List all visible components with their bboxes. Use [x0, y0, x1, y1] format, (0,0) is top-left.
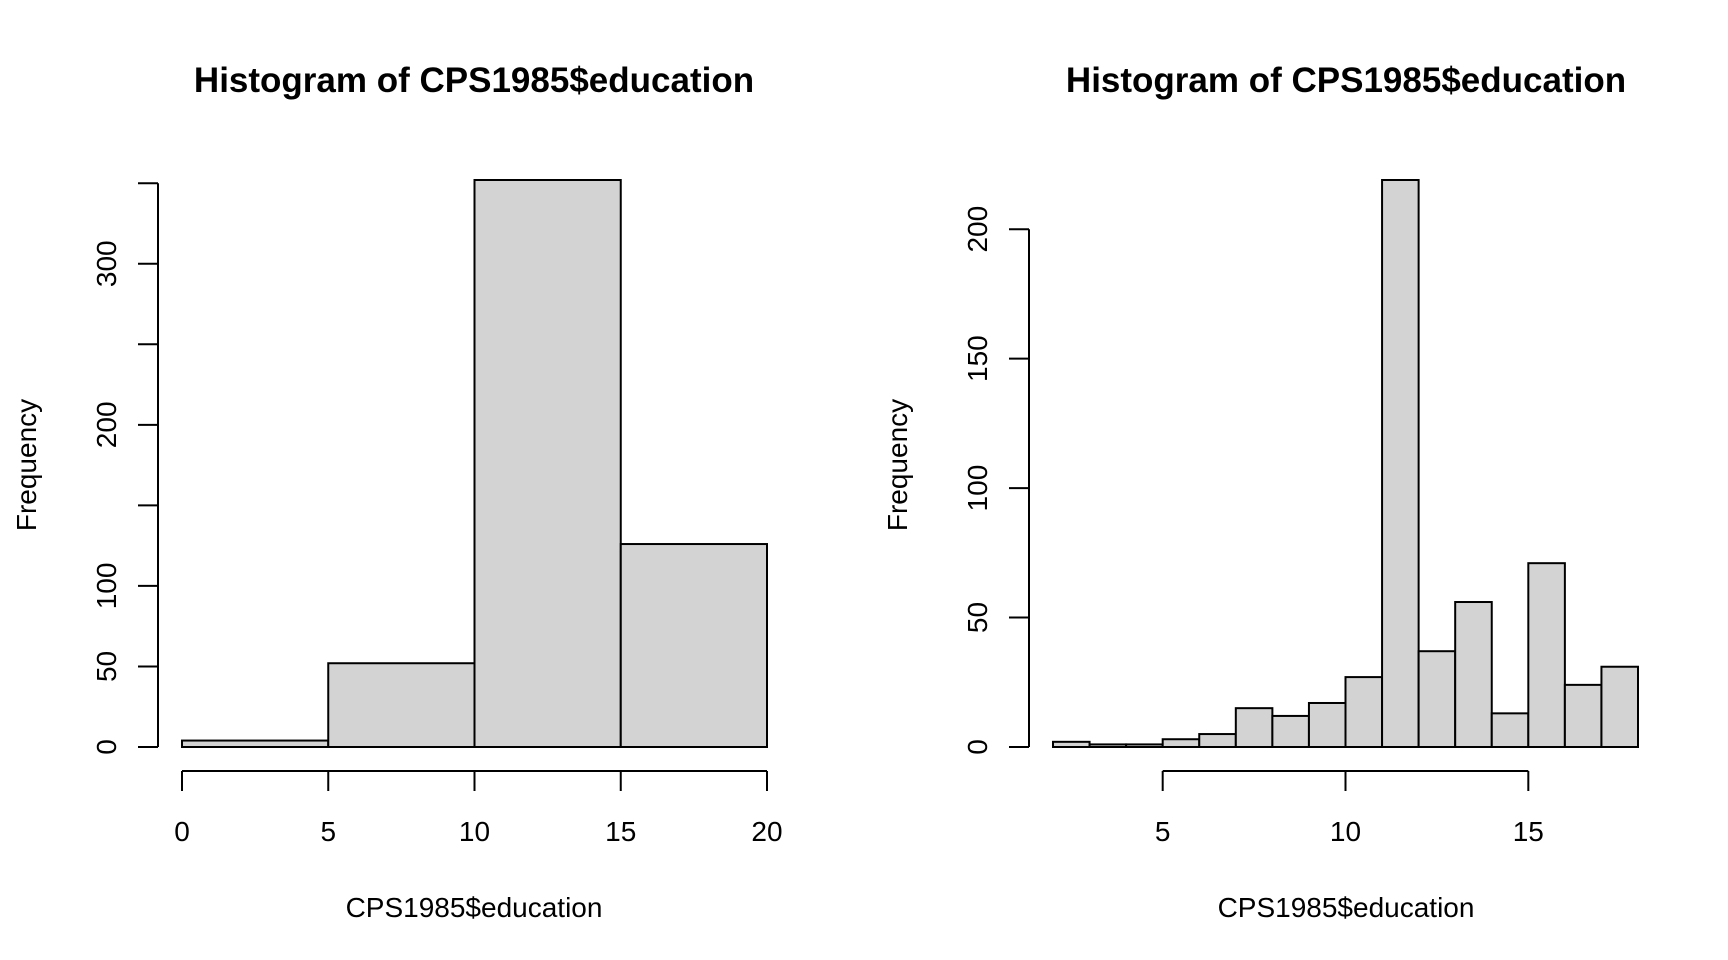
histogram-bar [1088, 743, 1128, 748]
x-tick-label: 10 [1330, 816, 1361, 847]
histogram-bar [1271, 714, 1310, 749]
y-tick-label: 50 [962, 602, 993, 633]
x-tick-label: 20 [751, 816, 782, 847]
chart-title: Histogram of CPS1985$education [1066, 61, 1626, 100]
histogram-bar [1527, 562, 1566, 749]
histogram-bar [1234, 707, 1274, 748]
histogram-bar [1600, 665, 1639, 749]
y-tick-label: 100 [91, 563, 122, 610]
histogram-bar [1125, 743, 1164, 748]
y-axis-label: Frequency [11, 399, 42, 531]
histogram-bar [473, 179, 622, 748]
x-axis: 5 10 15 [1155, 770, 1544, 847]
y-tick-label: 50 [91, 651, 122, 682]
x-tick-label: 0 [174, 816, 190, 847]
y-tick-label: 150 [962, 335, 993, 382]
y-tick-label: 0 [91, 739, 122, 755]
histogram-bar [1052, 740, 1091, 748]
chart-title: Histogram of CPS1985$education [194, 61, 754, 100]
y-tick-label: 200 [962, 206, 993, 253]
histogram-bar [1417, 650, 1457, 749]
x-tick-label: 15 [1513, 816, 1544, 847]
histogram-bar [1381, 179, 1420, 748]
y-axis: 0 50 100 200 300 [91, 182, 159, 755]
y-tick-label: 300 [91, 240, 122, 287]
x-axis-label: CPS1985$education [346, 892, 603, 923]
histogram-bar [1198, 733, 1237, 749]
x-tick-label: 5 [320, 816, 336, 847]
y-axis: 0 50 100 150 200 [962, 206, 1030, 755]
histogram-bar [181, 739, 330, 749]
y-tick-label: 200 [91, 401, 122, 448]
x-axis: 0 5 10 15 20 [174, 770, 783, 847]
histogram-bar [1344, 676, 1384, 748]
bars [1052, 179, 1639, 749]
y-tick-label: 0 [962, 739, 993, 755]
histogram-panel-right: Histogram of CPS1985$education 050100150… [882, 61, 1639, 923]
histogram-bar [1454, 601, 1493, 748]
x-tick-label: 10 [459, 816, 490, 847]
histogram-bar [327, 662, 476, 749]
y-axis-label: Frequency [882, 399, 913, 531]
histogram-bar [1307, 701, 1347, 749]
histogram-bar [1490, 712, 1530, 749]
x-axis-label: CPS1985$education [1218, 892, 1475, 923]
y-tick-label: 100 [962, 465, 993, 512]
histogram-bar [1563, 683, 1603, 749]
histogram-bar [619, 543, 768, 749]
histogram-bar [1161, 738, 1201, 748]
x-tick-label: 5 [1155, 816, 1171, 847]
histogram-panel-left: Histogram of CPS1985$education 050100200… [11, 61, 783, 923]
x-tick-label: 15 [605, 816, 636, 847]
bars [181, 179, 768, 749]
